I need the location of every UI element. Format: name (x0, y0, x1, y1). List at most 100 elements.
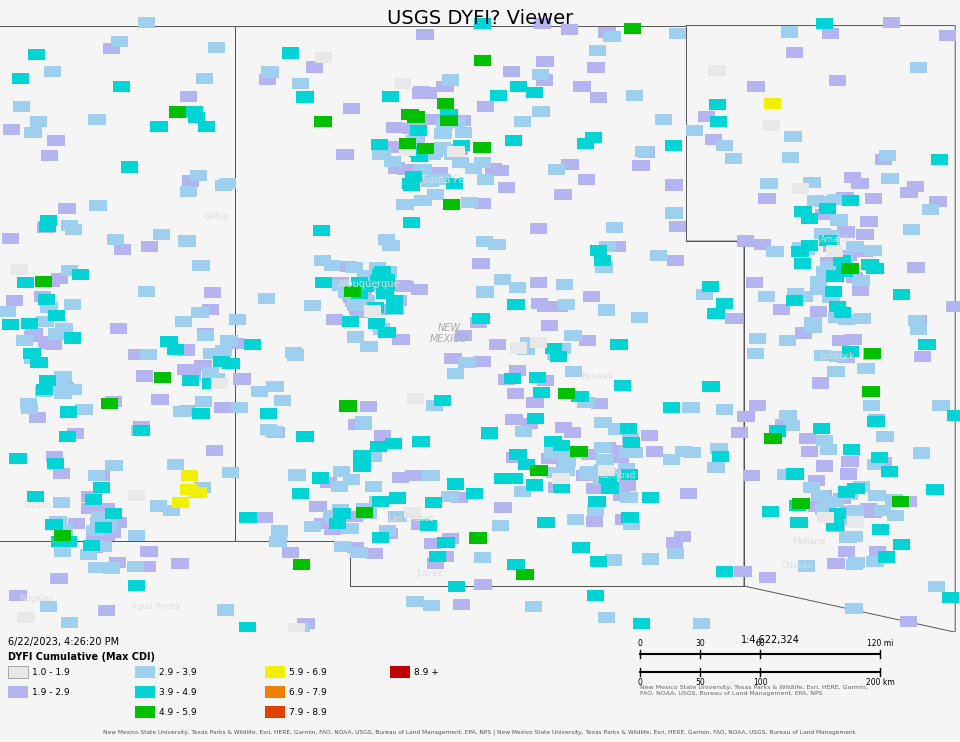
Text: New Mexico State University, Texas Parks & Wildlife, Esri, HERE, Garmin,
FAO, NO: New Mexico State University, Texas Parks… (640, 685, 868, 696)
Bar (98, 605, 115, 616)
Bar (406, 596, 423, 607)
Bar (259, 424, 276, 435)
Bar (219, 178, 236, 189)
Bar (662, 454, 680, 465)
Bar (900, 496, 917, 507)
Bar (558, 298, 575, 309)
Bar (516, 569, 534, 580)
Bar (380, 528, 397, 539)
Bar (59, 431, 76, 442)
Bar (60, 407, 77, 418)
Bar (93, 482, 110, 493)
Bar (390, 666, 410, 678)
Bar (90, 519, 108, 531)
Bar (734, 566, 752, 577)
Bar (453, 139, 470, 151)
Bar (554, 343, 571, 354)
Bar (583, 291, 600, 302)
Bar (353, 462, 371, 472)
Bar (827, 246, 844, 257)
Bar (598, 467, 615, 479)
Bar (369, 496, 386, 507)
Bar (564, 427, 581, 438)
Bar (814, 197, 831, 208)
Bar (816, 18, 833, 29)
Bar (472, 258, 490, 269)
Bar (95, 522, 112, 533)
Bar (839, 250, 856, 261)
Bar (223, 358, 240, 370)
Bar (798, 560, 815, 571)
Bar (476, 174, 493, 186)
Bar (45, 339, 62, 350)
Bar (746, 277, 763, 288)
Bar (367, 275, 384, 286)
Bar (827, 194, 844, 206)
Bar (455, 127, 472, 138)
Bar (355, 289, 372, 300)
Bar (510, 343, 527, 353)
Bar (297, 91, 314, 102)
Bar (810, 276, 828, 287)
Bar (373, 324, 391, 335)
Bar (490, 338, 507, 349)
Bar (619, 447, 636, 458)
Bar (599, 442, 616, 453)
Text: Albuquerque: Albuquerque (338, 279, 401, 289)
Bar (12, 101, 30, 111)
Text: USGS DYFI? Viewer: USGS DYFI? Viewer (387, 9, 573, 28)
Bar (104, 527, 121, 538)
Bar (820, 260, 837, 272)
Bar (368, 318, 385, 329)
Bar (869, 546, 886, 557)
Bar (490, 90, 507, 101)
Bar (412, 151, 429, 162)
Bar (315, 52, 332, 63)
Bar (52, 381, 69, 392)
Bar (347, 300, 364, 311)
Bar (336, 148, 353, 160)
Bar (259, 73, 276, 85)
Bar (42, 376, 60, 387)
Bar (907, 180, 924, 191)
Text: 0: 0 (637, 639, 642, 649)
Bar (828, 508, 846, 519)
Bar (543, 447, 561, 459)
Bar (127, 560, 144, 571)
Bar (369, 262, 386, 273)
Bar (472, 313, 490, 324)
Bar (665, 208, 683, 219)
Bar (848, 556, 865, 568)
Bar (922, 204, 939, 215)
Bar (553, 482, 570, 493)
Bar (908, 315, 925, 326)
Bar (95, 541, 112, 552)
Bar (136, 370, 154, 381)
Bar (203, 304, 220, 315)
Bar (417, 143, 434, 154)
Bar (423, 149, 441, 160)
Bar (942, 592, 959, 603)
Bar (498, 182, 516, 193)
Bar (531, 298, 548, 309)
Bar (55, 388, 72, 399)
Bar (773, 303, 790, 315)
Bar (796, 291, 813, 302)
Bar (833, 493, 851, 505)
Bar (737, 411, 755, 422)
Bar (517, 344, 535, 355)
Bar (416, 149, 433, 160)
Text: 120 mi: 120 mi (867, 639, 893, 649)
Bar (474, 552, 492, 563)
Bar (902, 224, 920, 235)
Text: 0: 0 (637, 678, 642, 687)
Bar (520, 337, 538, 348)
Bar (683, 401, 700, 413)
Bar (213, 355, 230, 367)
Bar (135, 706, 155, 718)
Bar (192, 260, 209, 271)
Bar (450, 492, 468, 503)
Bar (810, 283, 828, 295)
Text: New Mexico State University, Texas Parks & Wildlife, Esri, HERE, Garmin, FAO, NO: New Mexico State University, Texas Parks… (103, 729, 857, 735)
Bar (841, 489, 858, 500)
